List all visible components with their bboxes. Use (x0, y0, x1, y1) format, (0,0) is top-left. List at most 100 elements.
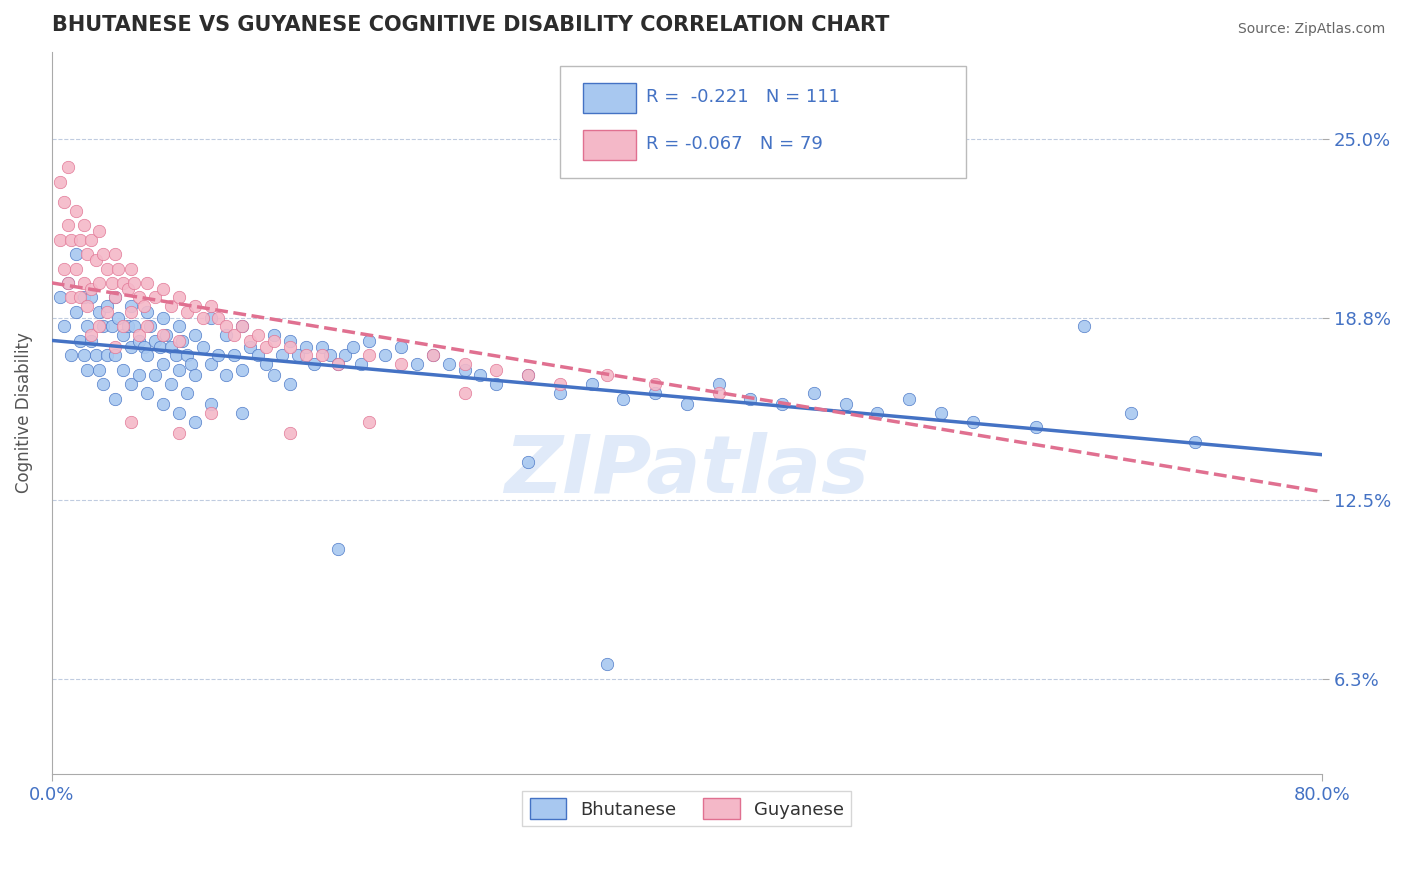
Point (160, 299, 183, 313)
Point (359, 334, 381, 348)
Point (644, 377, 666, 392)
Point (271, 348, 294, 362)
Point (231, 362, 253, 376)
Point (342, 339, 364, 353)
Point (239, 334, 262, 348)
Point (191, 339, 214, 353)
Point (112, 328, 135, 343)
Point (89, 224, 111, 238)
Point (84, 348, 107, 362)
Point (180, 357, 202, 371)
Point (155, 328, 177, 343)
Point (453, 362, 475, 376)
Point (215, 328, 238, 343)
Point (485, 362, 508, 376)
Point (183, 299, 205, 313)
Point (929, 406, 952, 420)
Point (200, 406, 222, 420)
Point (170, 334, 193, 348)
FancyBboxPatch shape (560, 66, 966, 178)
Point (612, 392, 634, 406)
Point (143, 334, 166, 348)
Point (143, 368, 166, 383)
Point (200, 299, 222, 313)
Point (834, 397, 856, 411)
Point (65, 203, 87, 218)
Point (359, 415, 381, 429)
Point (48, 233, 70, 247)
Point (59, 348, 82, 362)
Point (152, 357, 174, 371)
Text: BHUTANESE VS GUYANESE COGNITIVE DISABILITY CORRELATION CHART: BHUTANESE VS GUYANESE COGNITIVE DISABILI… (52, 15, 889, 35)
Point (112, 319, 135, 334)
Point (136, 348, 159, 362)
Point (65, 261, 87, 276)
Point (318, 348, 340, 362)
Point (149, 339, 172, 353)
Point (152, 397, 174, 411)
Point (287, 348, 309, 362)
Point (294, 348, 316, 362)
Text: Source: ZipAtlas.com: Source: ZipAtlas.com (1237, 22, 1385, 37)
Point (437, 357, 460, 371)
Point (136, 305, 159, 319)
Point (207, 310, 229, 325)
Point (167, 290, 190, 304)
Point (548, 385, 571, 400)
Point (48, 290, 70, 304)
Point (183, 328, 205, 343)
Point (112, 276, 135, 290)
Point (80, 328, 103, 343)
Point (56, 161, 79, 175)
Point (107, 261, 129, 276)
Point (350, 357, 373, 371)
Point (389, 357, 412, 371)
Point (470, 368, 492, 383)
Point (596, 657, 619, 672)
Point (707, 385, 730, 400)
Point (548, 377, 571, 392)
Point (89, 305, 111, 319)
Point (176, 385, 198, 400)
Text: ZIPatlas: ZIPatlas (505, 432, 869, 509)
Point (167, 406, 190, 420)
Point (124, 319, 146, 334)
Point (294, 339, 316, 353)
Point (101, 319, 124, 334)
Point (302, 357, 325, 371)
Y-axis label: Cognitive Disability: Cognitive Disability (15, 333, 32, 493)
Point (160, 377, 183, 392)
Point (69, 290, 91, 304)
Point (128, 368, 150, 383)
Point (128, 290, 150, 304)
Point (136, 319, 159, 334)
Point (326, 541, 349, 556)
Point (91, 319, 114, 334)
Point (112, 362, 135, 376)
Point (167, 362, 190, 376)
Point (311, 348, 333, 362)
Point (263, 334, 285, 348)
Point (215, 368, 238, 383)
Point (72, 290, 94, 304)
Point (80, 282, 103, 296)
Point (104, 290, 127, 304)
Point (89, 362, 111, 376)
Point (278, 377, 301, 392)
Point (84, 252, 107, 267)
Point (120, 299, 142, 313)
Point (176, 348, 198, 362)
Point (962, 415, 984, 429)
Point (96, 261, 118, 276)
Point (263, 328, 285, 343)
Point (215, 319, 238, 334)
Point (132, 339, 155, 353)
Point (80, 233, 103, 247)
Point (165, 348, 187, 362)
Point (707, 377, 730, 392)
Point (224, 328, 246, 343)
Point (200, 397, 222, 411)
Point (104, 247, 127, 261)
Point (453, 357, 475, 371)
Point (91, 247, 114, 261)
